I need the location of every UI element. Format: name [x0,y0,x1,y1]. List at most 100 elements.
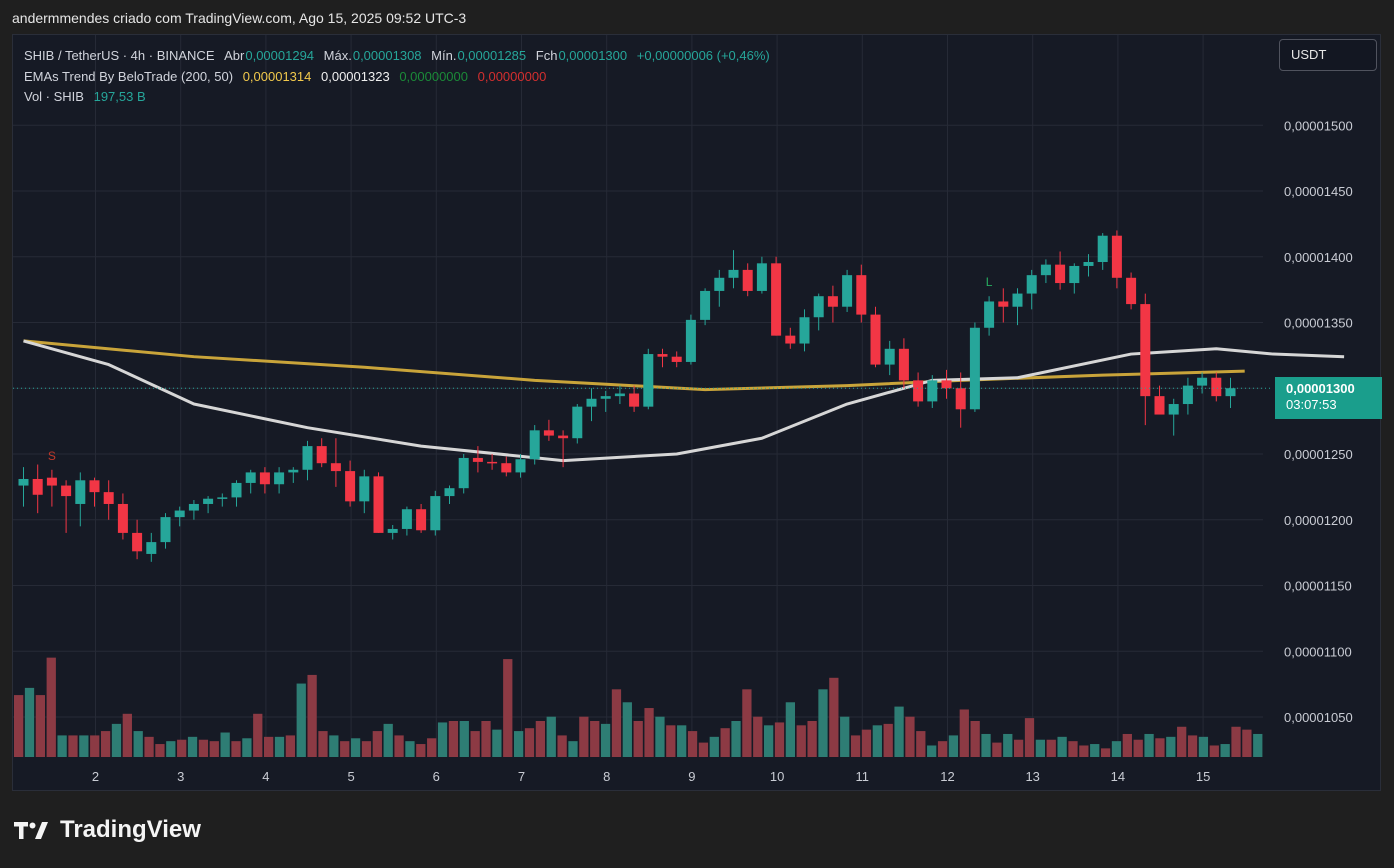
volume-bar [579,716,589,757]
y-tick-label: 0,00001500 [1284,118,1353,133]
volume-bar [698,742,709,757]
volume-bar [840,716,850,757]
volume-bar [916,731,926,757]
y-tick-label: 0,00001050 [1284,710,1353,725]
volume-bar [677,725,687,757]
volume-bar [100,731,111,757]
candle-body [501,463,512,473]
volume-bar [1166,736,1176,757]
indicator-name[interactable]: EMAs Trend By BeloTrade (200, 50) [24,68,234,84]
candle-body [32,478,43,495]
volume-bar [242,738,252,757]
candle-body [316,446,327,464]
x-tick-label: 13 [1025,769,1039,784]
volume-bar [1111,741,1122,757]
signal-marker: S [48,449,56,463]
volume-bar [394,735,404,757]
volume-bar [372,731,382,757]
volume-bar [742,689,752,757]
volume-label[interactable]: Vol · SHIB [24,89,84,104]
candle-body [913,380,924,402]
volume-bar [970,721,980,757]
candle-body [487,461,498,464]
volume-bar [981,733,991,757]
symbol-label[interactable]: SHIB / TetherUS · 4h · BINANCE [24,48,215,63]
candle-body [1225,388,1236,397]
volume-bar [285,735,296,757]
candle-body [799,317,810,344]
volume-bar [503,659,513,757]
candle-body [302,446,313,470]
volume-bar [274,736,285,757]
volume-bar [731,721,741,757]
candle-body [1211,377,1222,397]
volume-bar [427,738,437,757]
volume-bar [568,741,578,757]
candle-body [572,406,583,439]
candle-body [1055,264,1066,284]
indicator-legend-row[interactable]: EMAs Trend By BeloTrade (200, 50) 0,0000… [24,67,776,88]
volume-bar [405,741,415,757]
last-price-value: 0,00001300 [1286,381,1355,396]
volume-bar [905,716,915,757]
candle-body [941,380,952,389]
x-tick-label: 15 [1196,769,1210,784]
candle-body [785,335,796,344]
currency-button[interactable]: USDT [1279,39,1377,71]
candle-body [700,290,711,320]
candle-body [756,263,767,291]
volume-bar [350,738,361,757]
candle-body [1040,264,1051,276]
candle-body [146,542,157,554]
candle-body [515,459,526,473]
volume-bar [1014,739,1024,757]
volume-bar [1209,745,1219,757]
candle-body [856,275,867,315]
y-tick-label: 0,00001100 [1284,644,1352,659]
volume-bar [1035,739,1046,757]
candle-body [1083,262,1094,266]
candle-body [842,275,853,307]
volume-bar [24,687,35,757]
candle-body [1168,404,1179,415]
volume-legend-row[interactable]: Vol · SHIB 197,53 B [24,87,776,108]
volume-bar [1079,745,1089,757]
candle-body [543,430,554,436]
ema50-line [23,339,1345,463]
candle-body [643,354,654,407]
bar-countdown: 03:07:53 [1286,397,1337,412]
volume-bar [774,722,785,757]
y-tick-label: 0,00001150 [1284,579,1352,594]
x-tick-label: 8 [603,769,610,784]
volume-bar [1090,744,1100,757]
candle-body [771,263,782,336]
candle-body [416,509,427,531]
volume-bar [644,708,654,757]
volume-bar [437,722,448,757]
candle-body [117,503,128,533]
candle-body [387,528,398,533]
candle-body [529,430,540,460]
chart-legend: SHIB / TetherUS · 4h · BINANCE Abr 0,0000… [24,46,776,108]
candle-body [1197,377,1208,386]
volume-bar [133,731,143,757]
candle-body [231,482,242,498]
volume-bar [872,725,882,757]
volume-bar [948,735,959,757]
volume-bar [785,702,796,757]
volume-bar [622,702,632,757]
price-chart[interactable]: 0,00001050 0,00001100 0,00001150 0,00001200… [13,35,1382,792]
candle-body [671,356,682,362]
low-value: 0,00001285 [457,48,527,63]
high-value: 0,00001308 [352,48,422,63]
volume-value: 197,53 B [93,89,146,104]
ema200-line [23,339,1245,392]
volume-bar [459,721,469,757]
watermark-header: andermmendes criado com TradingView.com,… [12,10,467,26]
volume-bar [1144,733,1154,757]
tradingview-logo-icon [14,822,48,839]
candle-body [998,301,1009,307]
open-label: Abr [224,48,245,63]
chart-frame[interactable]: 0,00001050 0,00001100 0,00001150 0,00001200… [12,34,1382,792]
volume-bar [90,735,100,757]
